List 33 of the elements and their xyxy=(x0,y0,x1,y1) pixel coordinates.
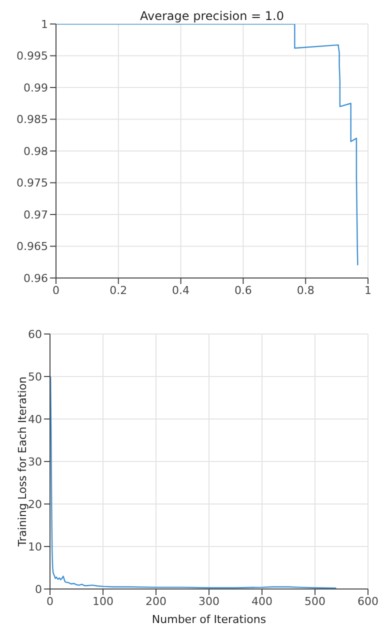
y-tick-label: 0.99 xyxy=(24,81,48,94)
x-tick-label: 400 xyxy=(252,594,272,608)
x-tick-label: 300 xyxy=(198,594,220,608)
y-tick-label: 0.985 xyxy=(16,113,48,126)
x-tick-label: 0.2 xyxy=(110,284,128,297)
y-tick-label: 30 xyxy=(28,455,42,468)
y-tick-label: 0.97 xyxy=(24,208,48,222)
x-tick-label: 0.4 xyxy=(172,284,190,297)
y-tick-label: 50 xyxy=(28,370,42,384)
y-tick-label: 0.975 xyxy=(16,176,48,190)
x-tick-label: 600 xyxy=(358,594,378,608)
x-tick-label: 100 xyxy=(92,594,114,608)
y-tick-label: 0.965 xyxy=(16,240,48,254)
y-tick-label: 0.96 xyxy=(24,272,48,285)
y-axis-title: Training Loss for Each Iteration xyxy=(16,376,29,548)
y-tick-label: 0.98 xyxy=(24,144,48,158)
x-axis-title: Number of Iterations xyxy=(152,613,266,626)
x-tick-label: 500 xyxy=(304,594,326,608)
y-tick-label: 10 xyxy=(28,540,42,554)
x-tick-label: 200 xyxy=(146,594,166,608)
y-tick-label: 60 xyxy=(28,328,42,341)
y-tick-label: 0.995 xyxy=(16,50,48,63)
x-tick-label: 0 xyxy=(52,284,60,297)
x-tick-label: 0.6 xyxy=(234,284,252,297)
line-series xyxy=(56,24,358,266)
y-tick-label: 40 xyxy=(28,412,42,426)
chart-title: Average precision = 1.0 xyxy=(140,9,284,23)
x-tick-label: 0.8 xyxy=(296,284,314,297)
y-tick-label: 0 xyxy=(35,582,42,596)
y-tick-label: 1 xyxy=(41,18,48,31)
y-tick-label: 20 xyxy=(28,498,42,511)
x-tick-label: 1 xyxy=(364,284,372,297)
line-series xyxy=(50,376,337,589)
